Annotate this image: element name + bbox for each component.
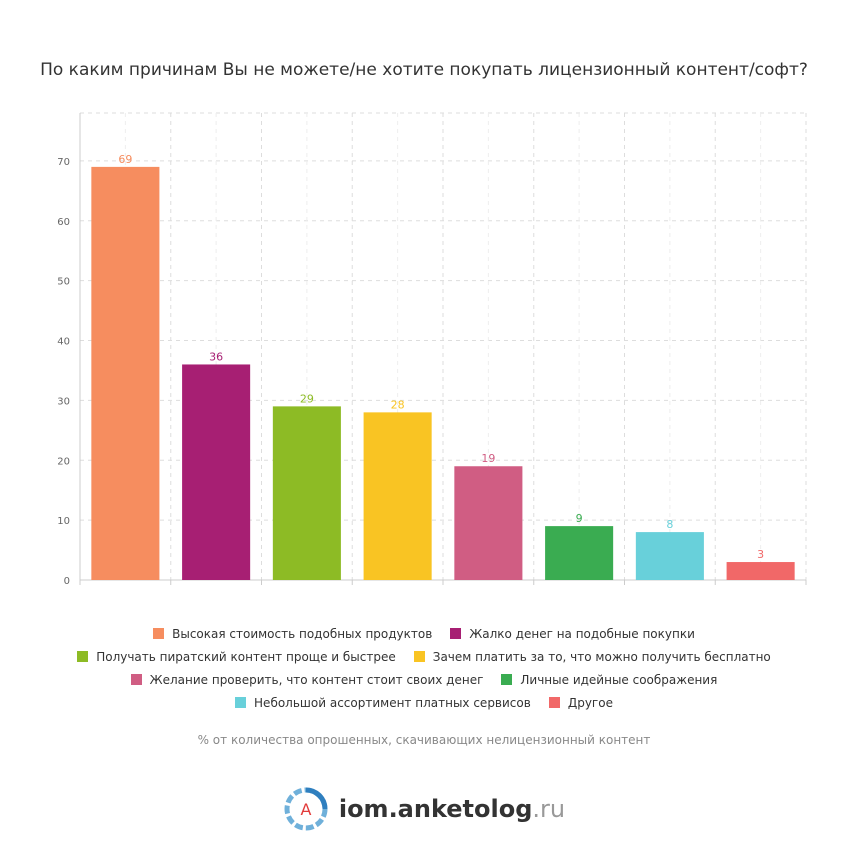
legend-row: Небольшой ассортимент платных сервисов Др… bbox=[0, 691, 848, 714]
legend-item[interactable]: Другое bbox=[548, 695, 613, 710]
legend-item[interactable]: Небольшой ассортимент платных сервисов bbox=[235, 696, 531, 710]
footnote: % от количества опрошенных, скачивающих … bbox=[197, 733, 651, 747]
bar bbox=[272, 406, 341, 580]
brand-name: iom.anketolog bbox=[338, 795, 533, 823]
y-tick-label: 30 bbox=[57, 396, 70, 407]
legend: Высокая стоимость подобных продуктов Жалк… bbox=[0, 622, 848, 714]
brand-tld: .ru bbox=[532, 795, 566, 823]
legend-swatch bbox=[77, 651, 89, 662]
legend-label: Другое bbox=[567, 695, 613, 710]
brand-logo[interactable]: A iom.anketolog.ru bbox=[0, 786, 848, 832]
legend-label: Жалко денег на подобные покупки bbox=[469, 626, 695, 641]
chart-title: По каким причинам Вы не можете/не хотите… bbox=[40, 60, 808, 80]
legend-swatch bbox=[413, 651, 425, 662]
legend-swatch bbox=[450, 628, 462, 639]
bar-chart: 0 10 20 30 40 50 60 70 69 36 29 28 19 9 8 3 bbox=[57, 112, 807, 587]
legend-label: Личные идейные соображения bbox=[520, 672, 718, 687]
y-tick-label: 20 bbox=[57, 456, 70, 467]
legend-row: Желание проверить, что контент стоит сво… bbox=[0, 668, 848, 691]
data-label: 36 bbox=[209, 350, 223, 363]
y-tick-label: 10 bbox=[57, 516, 70, 527]
legend-item[interactable]: Получать пиратский контент проще и быстр… bbox=[77, 650, 396, 664]
data-label: 8 bbox=[666, 518, 673, 531]
legend-item[interactable]: Личные идейные соображения bbox=[501, 673, 717, 687]
legend-row: Получать пиратский контент проще и быстр… bbox=[0, 645, 848, 668]
legend-item[interactable]: Желание проверить, что контент стоит сво… bbox=[130, 672, 484, 687]
legend-label: Зачем платить за то, что можно получить … bbox=[432, 649, 771, 664]
anketolog-logo-icon: A bbox=[284, 787, 328, 831]
bar bbox=[635, 532, 704, 580]
legend-swatch bbox=[130, 674, 142, 685]
legend-swatch bbox=[501, 674, 513, 685]
y-tick-label: 70 bbox=[57, 157, 70, 168]
brand-text: iom.anketolog.ru bbox=[339, 795, 565, 823]
y-tick-label: 60 bbox=[57, 217, 70, 228]
legend-label: Получать пиратский контент проще и быстр… bbox=[96, 649, 396, 664]
bar bbox=[726, 562, 795, 580]
legend-label: Небольшой ассортимент платных сервисов bbox=[254, 695, 531, 710]
bar bbox=[91, 166, 160, 580]
data-labels-layer: 69 36 29 28 19 9 8 3 bbox=[118, 153, 764, 561]
legend-swatch bbox=[548, 697, 560, 708]
data-label: 9 bbox=[576, 512, 583, 525]
bar bbox=[182, 364, 251, 580]
legend-item[interactable]: Высокая стоимость подобных продуктов bbox=[153, 627, 432, 641]
data-label: 69 bbox=[118, 153, 132, 166]
legend-row: Высокая стоимость подобных продуктов Жалк… bbox=[0, 622, 848, 645]
legend-swatch bbox=[235, 697, 247, 708]
logo-letter: A bbox=[300, 800, 311, 819]
legend-item[interactable]: Жалко денег на подобные покупки bbox=[450, 627, 695, 641]
bars-layer bbox=[91, 166, 795, 580]
data-label: 3 bbox=[757, 548, 764, 561]
y-tick-label: 40 bbox=[57, 337, 70, 348]
data-label: 28 bbox=[391, 398, 405, 411]
legend-swatch bbox=[153, 628, 165, 639]
y-tick-label: 0 bbox=[64, 576, 70, 587]
data-label: 29 bbox=[300, 392, 314, 405]
legend-label: Высокая стоимость подобных продуктов bbox=[172, 626, 433, 641]
legend-item[interactable]: Зачем платить за то, что можно получить … bbox=[413, 649, 771, 664]
y-tick-label: 50 bbox=[57, 277, 70, 288]
legend-label: Желание проверить, что контент стоит сво… bbox=[149, 672, 484, 687]
data-label: 19 bbox=[481, 452, 495, 465]
bar bbox=[545, 526, 614, 580]
bar bbox=[454, 466, 523, 580]
bar bbox=[363, 412, 432, 580]
